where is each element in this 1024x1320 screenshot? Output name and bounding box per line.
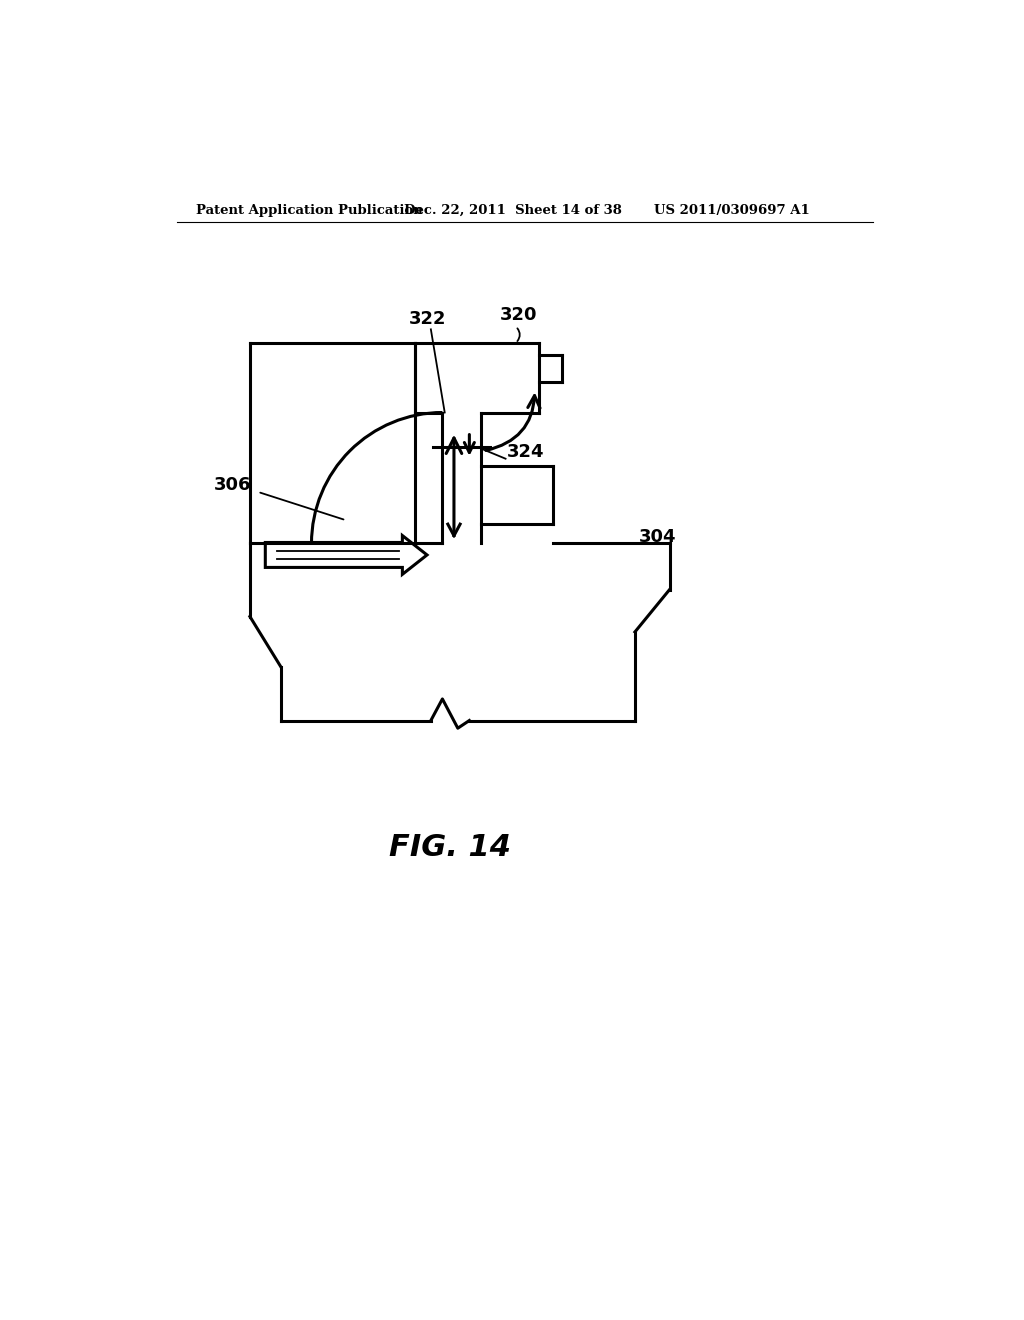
Text: 306: 306 [214, 475, 251, 494]
Text: FIG. 14: FIG. 14 [389, 833, 511, 862]
FancyArrowPatch shape [486, 396, 540, 450]
Text: US 2011/0309697 A1: US 2011/0309697 A1 [654, 205, 810, 218]
Text: Patent Application Publication: Patent Application Publication [196, 205, 423, 218]
Text: Dec. 22, 2011  Sheet 14 of 38: Dec. 22, 2011 Sheet 14 of 38 [403, 205, 622, 218]
FancyArrow shape [265, 536, 427, 574]
Text: 322: 322 [410, 310, 446, 327]
Text: 320: 320 [500, 306, 538, 325]
Text: 324: 324 [506, 444, 544, 461]
Text: 304: 304 [639, 528, 676, 546]
